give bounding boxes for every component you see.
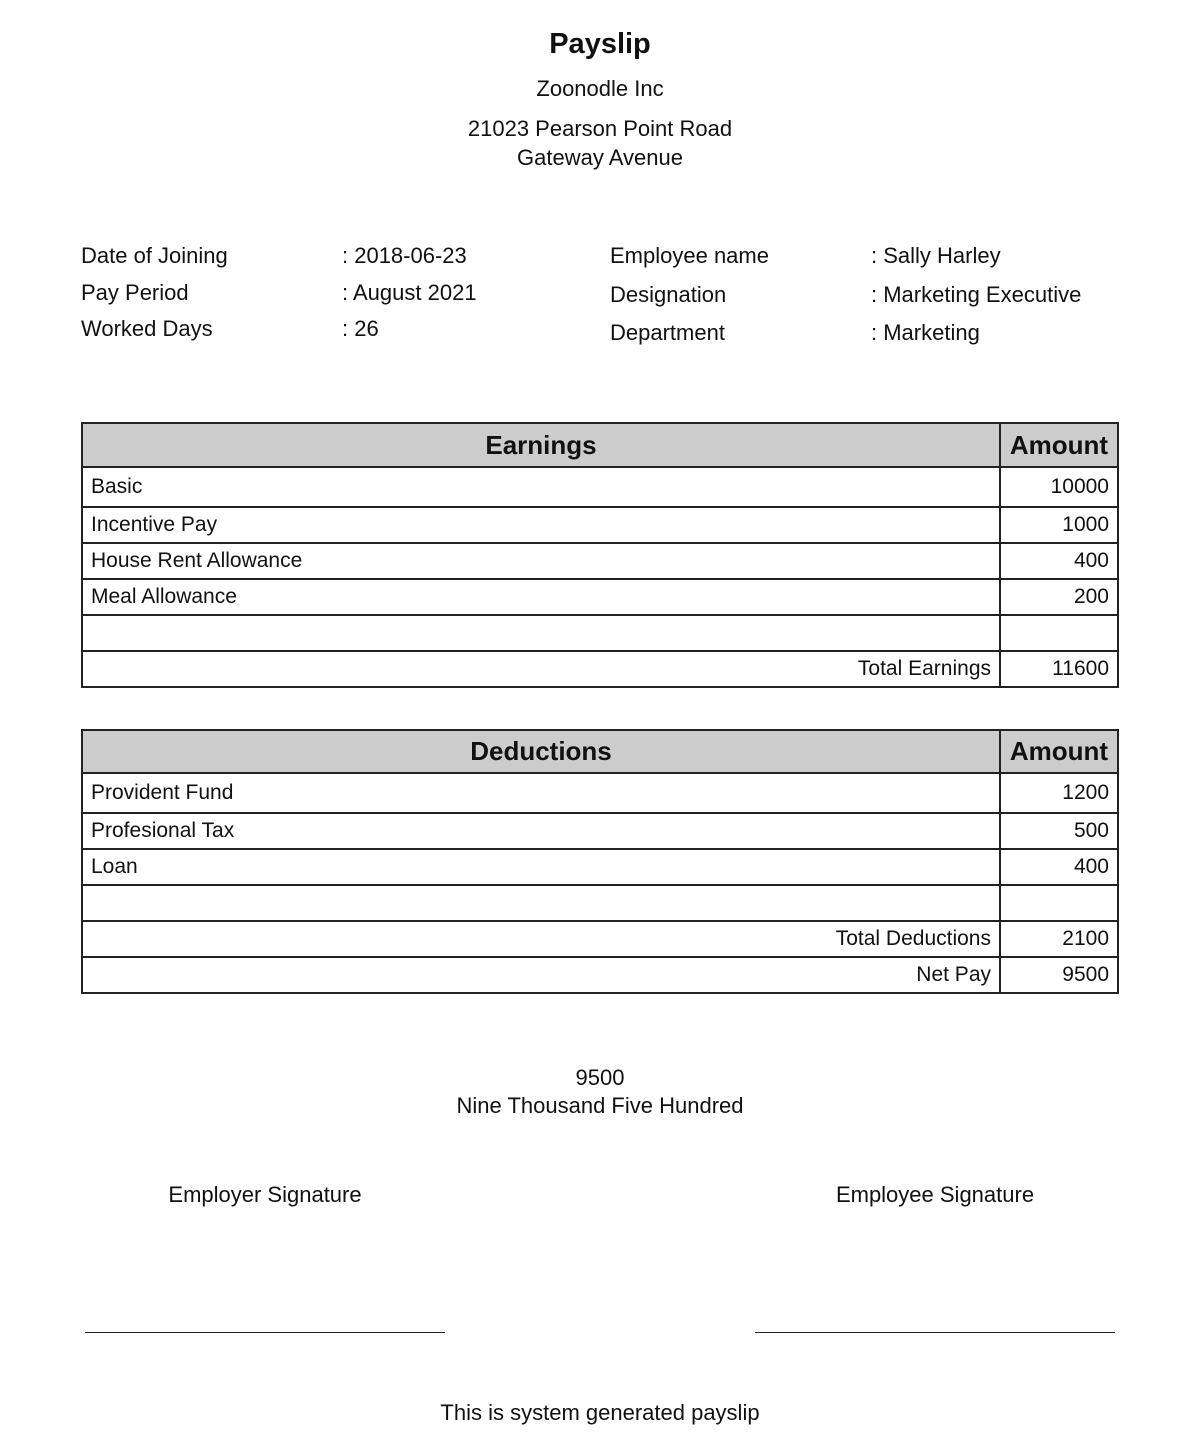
net-pay-label: Net Pay	[81, 956, 1001, 994]
table-row: House Rent Allowance 400	[81, 542, 1119, 580]
label-date-of-joining: Date of Joining	[81, 243, 228, 268]
table-row: Loan 400	[81, 848, 1119, 886]
total-deductions-label: Total Deductions	[81, 920, 1001, 958]
earnings-table: Earnings Amount Basic 10000 Incentive Pay 1…	[81, 422, 1119, 688]
earning-name: House Rent Allowance	[81, 542, 1001, 580]
deductions-table: Deductions Amount Provident Fund 1200 Prof…	[81, 729, 1119, 994]
table-row: Provident Fund 1200	[81, 772, 1119, 814]
company-name: Zoonodle Inc	[536, 76, 664, 101]
address-line-1: 21023 Pearson Point Road	[467, 116, 733, 141]
value-designation: : Marketing Executive	[871, 282, 1082, 307]
label-department: Department	[610, 320, 725, 345]
net-pay-value: 9500	[999, 956, 1119, 994]
deduction-amount: 500	[999, 812, 1119, 850]
label-designation: Designation	[610, 282, 727, 307]
employee-signature-label: Employee Signature	[835, 1182, 1035, 1207]
employee-signature-line	[755, 1332, 1115, 1333]
table-row: Meal Allowance 200	[81, 578, 1119, 616]
employer-signature-label: Employer Signature	[168, 1182, 362, 1207]
total-earnings-value: 11600	[999, 650, 1119, 688]
net-pay-row: Net Pay 9500	[81, 956, 1119, 994]
earning-amount: 1000	[999, 506, 1119, 544]
earning-name: Incentive Pay	[81, 506, 1001, 544]
empty-row	[81, 884, 1119, 922]
deduction-amount: 400	[999, 848, 1119, 886]
deduction-name: Profesional Tax	[81, 812, 1001, 850]
earning-amount: 200	[999, 578, 1119, 616]
label-employee-name: Employee name	[610, 243, 769, 268]
net-pay-amount: 9500	[575, 1065, 625, 1090]
employer-signature-line	[85, 1332, 445, 1333]
empty-row	[81, 614, 1119, 652]
total-deductions-value: 2100	[999, 920, 1119, 958]
deduction-name: Provident Fund	[81, 772, 1001, 814]
address-line-2: Gateway Avenue	[517, 145, 683, 170]
value-worked-days: : 26	[342, 316, 379, 341]
net-pay-words: Nine Thousand Five Hundred	[456, 1093, 744, 1118]
deduction-amount: 1200	[999, 772, 1119, 814]
earning-name: Meal Allowance	[81, 578, 1001, 616]
label-pay-period: Pay Period	[81, 280, 189, 305]
deductions-heading: Deductions	[81, 729, 1001, 774]
deduction-name: Loan	[81, 848, 1001, 886]
table-row: Basic 10000	[81, 466, 1119, 508]
page-title: Payslip	[549, 28, 651, 60]
amount-heading: Amount	[999, 422, 1119, 468]
footer-note: This is system generated payslip	[440, 1400, 760, 1425]
total-earnings-row: Total Earnings 11600	[81, 650, 1119, 688]
amount-heading: Amount	[999, 729, 1119, 774]
total-deductions-row: Total Deductions 2100	[81, 920, 1119, 958]
earning-amount: 10000	[999, 466, 1119, 508]
table-row: Incentive Pay 1000	[81, 506, 1119, 544]
table-row: Profesional Tax 500	[81, 812, 1119, 850]
value-date-of-joining: : 2018-06-23	[342, 243, 467, 268]
earning-name: Basic	[81, 466, 1001, 508]
value-pay-period: : August 2021	[342, 280, 477, 305]
value-department: : Marketing	[871, 320, 980, 345]
label-worked-days: Worked Days	[81, 316, 213, 341]
earnings-heading: Earnings	[81, 422, 1001, 468]
value-employee-name: : Sally Harley	[871, 243, 1001, 268]
total-earnings-label: Total Earnings	[81, 650, 1001, 688]
earning-amount: 400	[999, 542, 1119, 580]
